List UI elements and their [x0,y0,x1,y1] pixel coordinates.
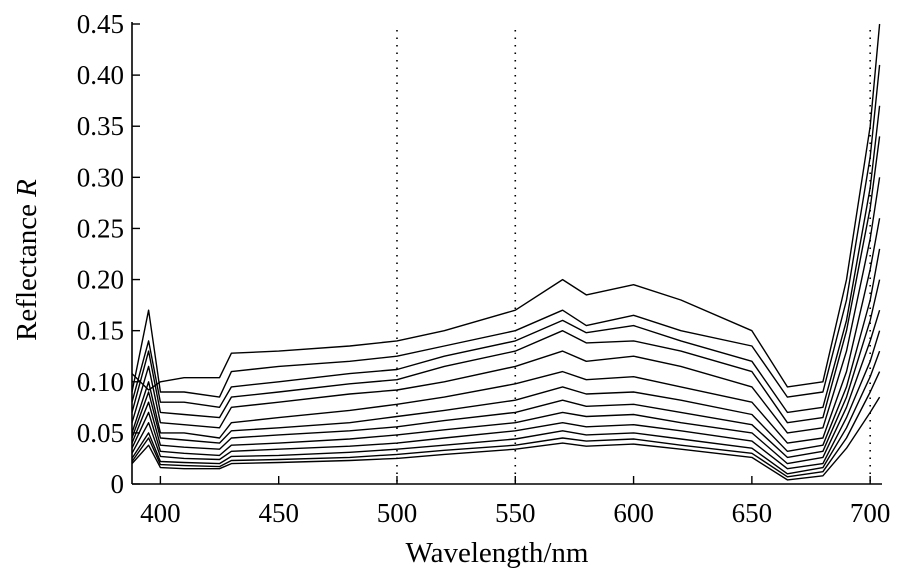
x-tick-label: 500 [377,498,418,528]
y-tick-label: 0.25 [77,213,124,243]
y-tick-label: 0.35 [77,111,124,141]
y-tick-label: 0.45 [77,9,124,39]
x-tick-label: 600 [613,498,654,528]
x-tick-label: 650 [732,498,773,528]
x-tick-label: 450 [258,498,299,528]
reflectance-curve [131,248,881,452]
reflectance-curve [131,177,881,434]
reflectance-curve [131,279,881,459]
reflectance-curve [131,105,881,414]
y-tick-label: 0 [111,469,125,499]
y-axis-ticks: 0 0.05 0.10 0.15 0.20 0.25 0.30 0.35 0.40 0.45 [77,9,140,499]
x-tick-label: 700 [850,498,891,528]
y-tick-label: 0.40 [77,60,124,90]
reflectance-curve [131,396,881,481]
reflectance-curve [131,136,881,424]
reflectance-curve [131,218,881,444]
y-tick-label: 0.30 [77,162,124,192]
x-tick-label: 400 [140,498,181,528]
x-axis-title: Wavelength/nm [406,537,589,569]
y-axis-title-main: Reflectance [11,197,43,341]
y-tick-label: 0.10 [77,367,124,397]
y-tick-label: 0.20 [77,265,124,295]
y-tick-label: 0.05 [77,418,124,448]
reference-lines [396,30,871,484]
y-tick-label: 0.15 [77,316,124,346]
reflectance-curve [131,371,881,478]
reflectance-curve [131,64,881,398]
spectral-curves [131,23,881,481]
y-axis-title-symbol: R [11,179,43,198]
y-axis-title: Reflectance R [11,179,43,341]
reflectance-curve [131,350,881,475]
x-tick-label: 550 [495,498,536,528]
reflectance-curve [131,330,881,470]
x-axis-ticks: 400 450 500 550 600 650 700 [140,476,890,528]
reflectance-curve [131,309,881,465]
reflectance-curve [131,23,881,391]
